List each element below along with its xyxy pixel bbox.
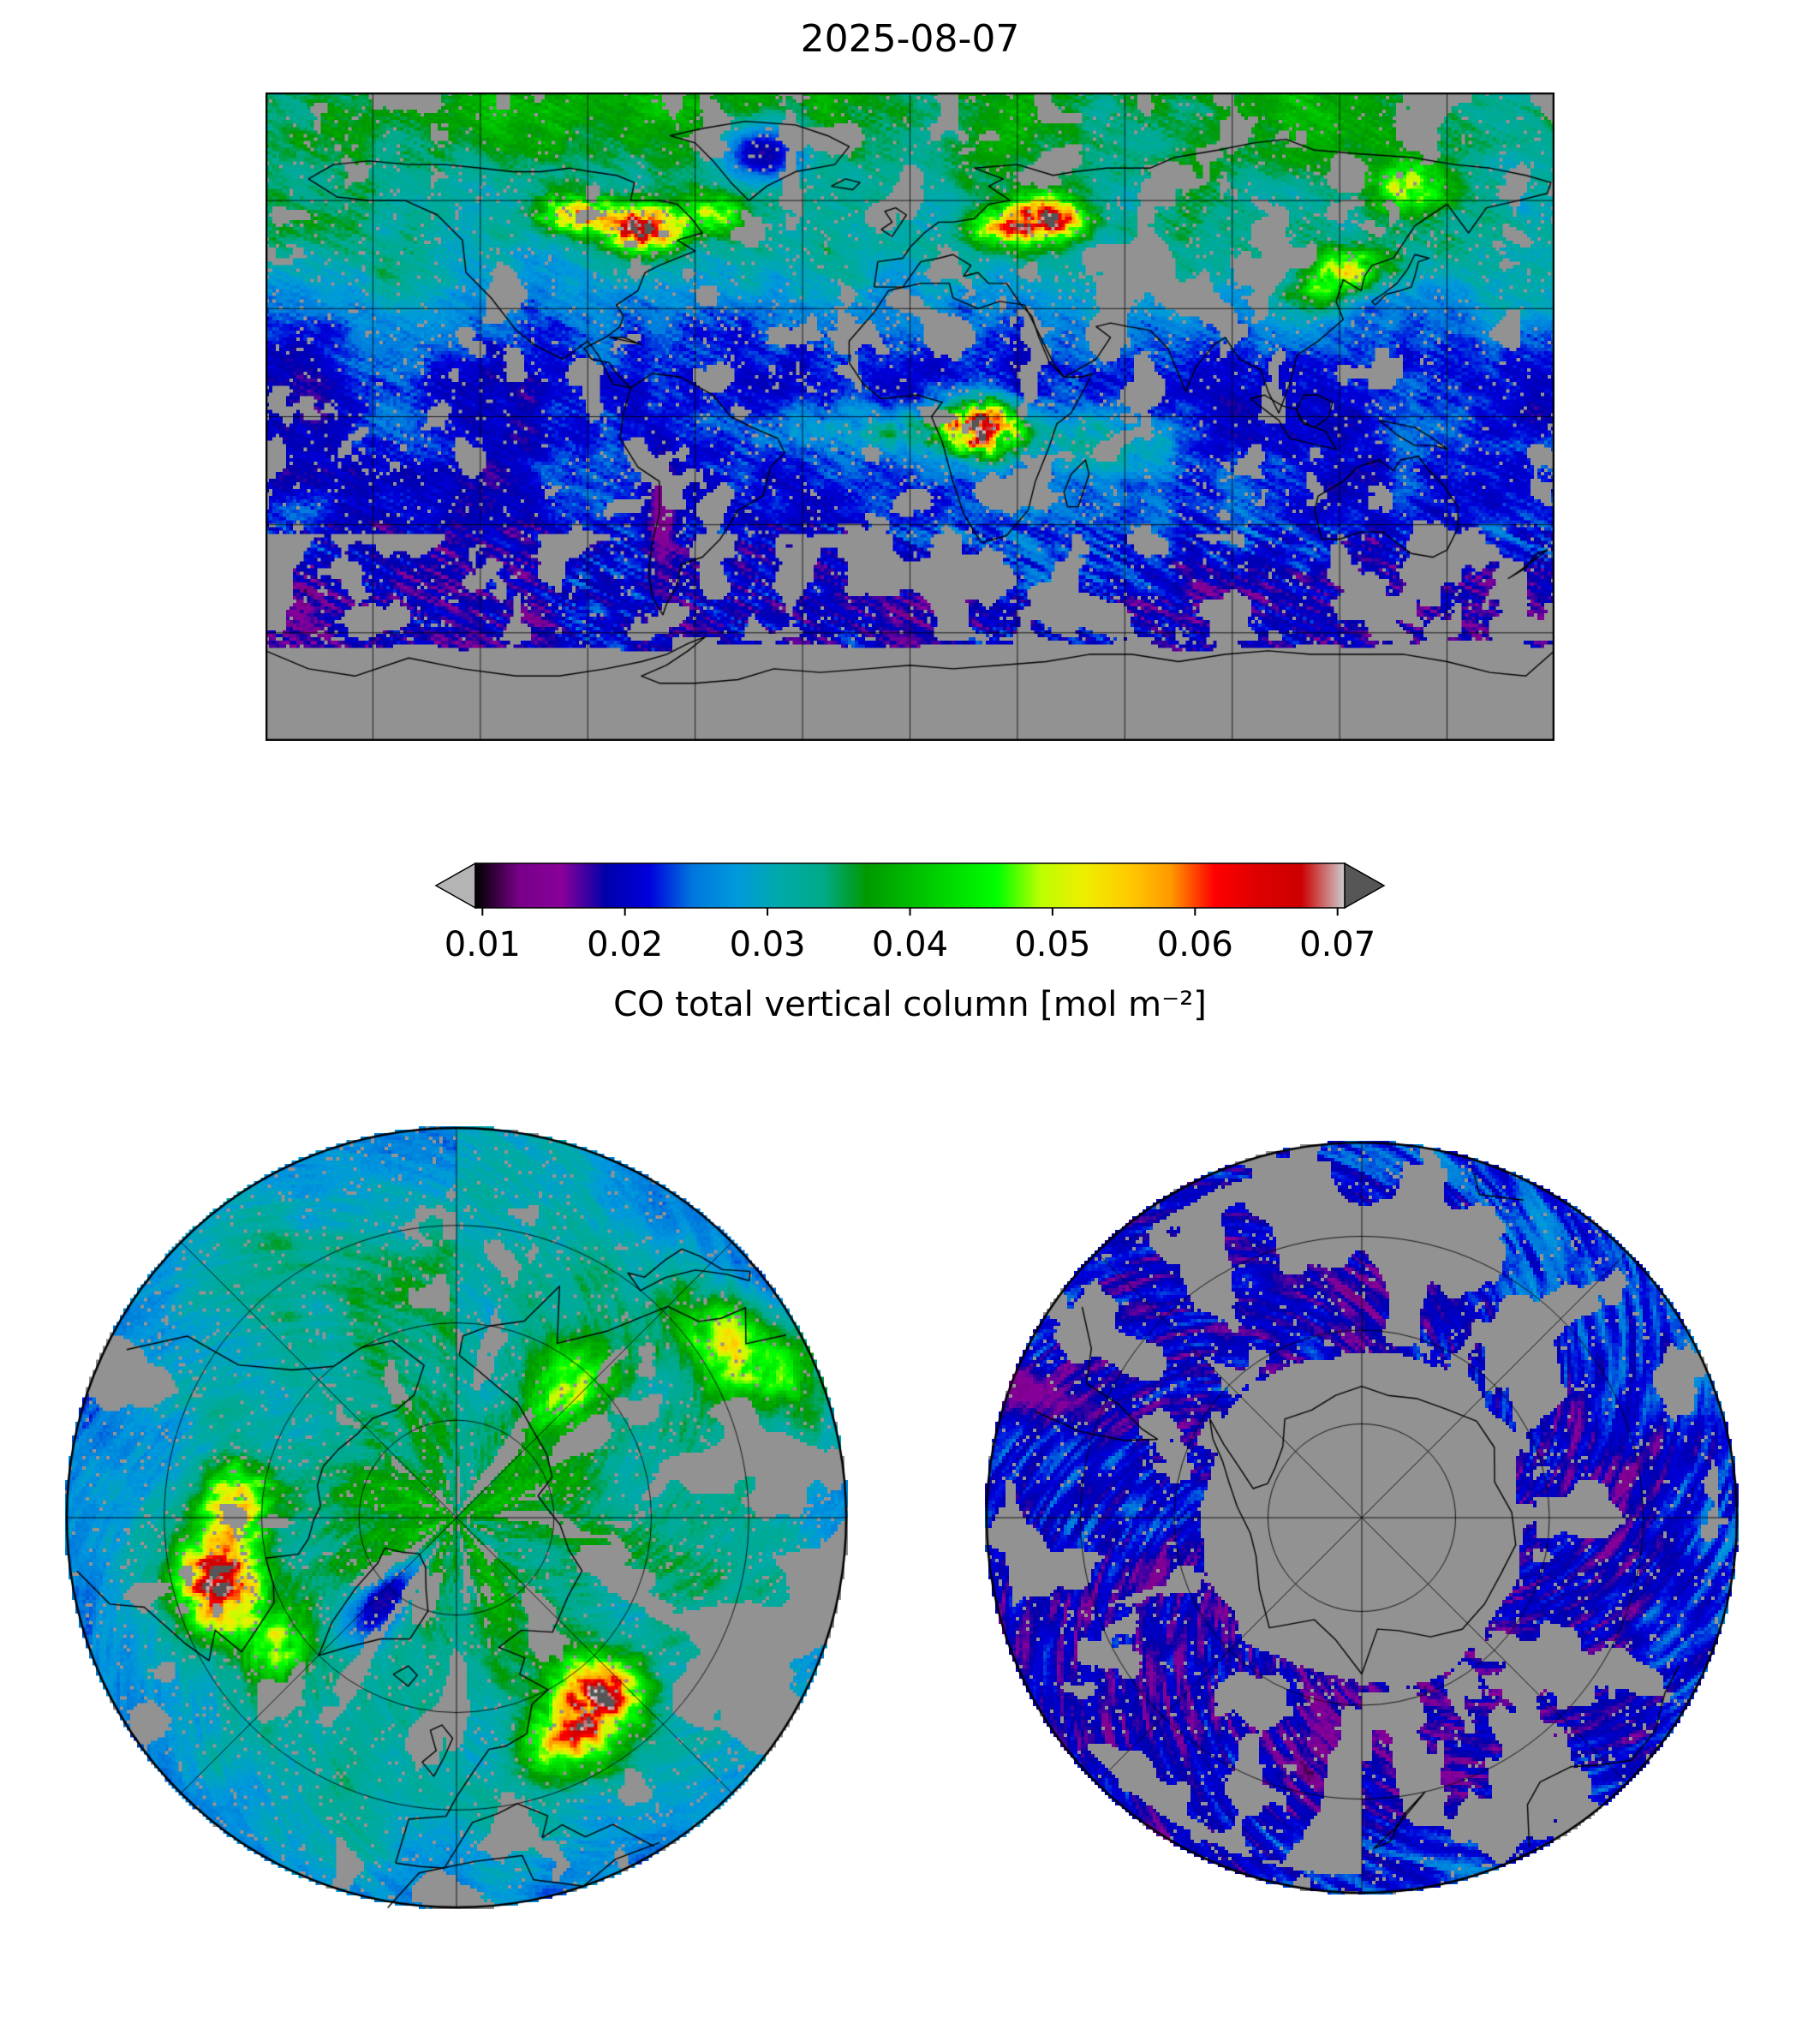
colorbar: [434, 862, 1386, 918]
world-map-panel: [266, 92, 1554, 741]
south-polar-graticule-canvas: [985, 1141, 1739, 1895]
north-polar-graticule-canvas: [65, 1126, 848, 1909]
colorbar-tick-label: 0.05: [1014, 925, 1091, 964]
colorbar-tick-label: 0.01: [444, 925, 521, 964]
colorbar-label: CO total vertical column [mol m⁻²]: [613, 985, 1207, 1024]
colorbar-tick-label: 0.06: [1156, 925, 1233, 964]
south-polar-panel: [985, 1141, 1739, 1895]
colorbar-svg: [434, 862, 1386, 916]
colorbar-tick-label: 0.04: [871, 925, 949, 964]
colorbar-tick-label: 0.02: [587, 925, 664, 964]
world-map-graticule-canvas: [266, 92, 1554, 741]
figure-title: 2025-08-07: [800, 17, 1020, 61]
colorbar-tick-label: 0.07: [1299, 925, 1376, 964]
colorbar-tick-label: 0.03: [729, 925, 806, 964]
north-polar-panel: [65, 1126, 848, 1909]
